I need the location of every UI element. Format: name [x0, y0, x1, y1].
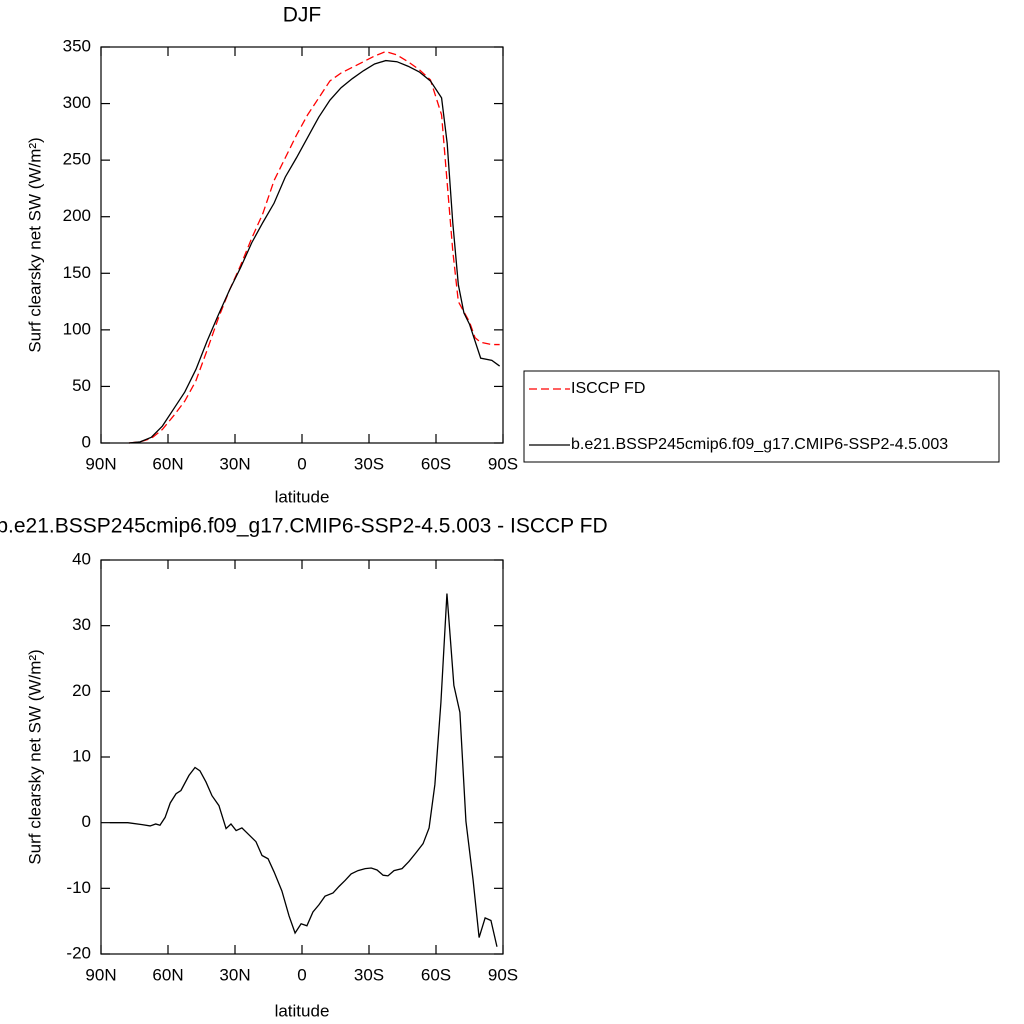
y-tick-label: 0 [82, 432, 91, 451]
y-tick-label: 100 [63, 319, 91, 338]
x-axis-label: latitude [275, 487, 330, 506]
y-tick-label: -20 [66, 943, 91, 962]
y-tick-label: 0 [82, 812, 91, 831]
y-tick-label: 150 [63, 263, 91, 282]
x-tick-label: 30N [219, 454, 250, 473]
legend-label: ISCCP FD [571, 380, 645, 397]
y-axis-label: Surf clearsky net SW (W/m²) [25, 137, 44, 352]
legend-box [523, 370, 1000, 463]
y-tick-label: 10 [72, 746, 91, 765]
x-tick-label: 90S [488, 965, 518, 984]
plot-frame [100, 559, 504, 955]
legend-label: b.e21.BSSP245cmip6.f09_g17.CMIP6-SSP2-4.… [571, 436, 948, 453]
x-tick-label: 90N [85, 454, 116, 473]
x-tick-label: 0 [297, 965, 306, 984]
y-tick-label: 50 [72, 376, 91, 395]
x-tick-label: 60S [421, 965, 451, 984]
x-tick-label: 90S [488, 454, 518, 473]
x-axis-label: latitude [275, 1001, 330, 1020]
y-tick-label: 30 [72, 615, 91, 634]
chart-title: b.e21.BSSP245cmip6.f09_g17.CMIP6-SSP2-4.… [0, 515, 608, 538]
y-tick-label: 200 [63, 206, 91, 225]
x-tick-label: 60S [421, 454, 451, 473]
data-line [109, 593, 498, 947]
x-tick-label: 60N [152, 965, 183, 984]
y-tick-label: 300 [63, 93, 91, 112]
y-tick-label: 20 [72, 681, 91, 700]
x-tick-label: 90N [85, 965, 116, 984]
y-tick-label: 350 [63, 36, 91, 55]
chart-title: DJF [283, 4, 322, 27]
x-tick-label: 30N [219, 965, 250, 984]
x-tick-label: 60N [152, 454, 183, 473]
y-tick-label: 250 [63, 150, 91, 169]
y-tick-label: -10 [66, 878, 91, 897]
data-line [128, 50, 500, 444]
y-axis-label: Surf clearsky net SW (W/m²) [25, 649, 44, 864]
data-line [128, 59, 501, 444]
x-tick-label: 30S [354, 965, 384, 984]
x-tick-label: 30S [354, 454, 384, 473]
y-tick-label: 40 [72, 549, 91, 568]
x-tick-label: 0 [297, 454, 306, 473]
